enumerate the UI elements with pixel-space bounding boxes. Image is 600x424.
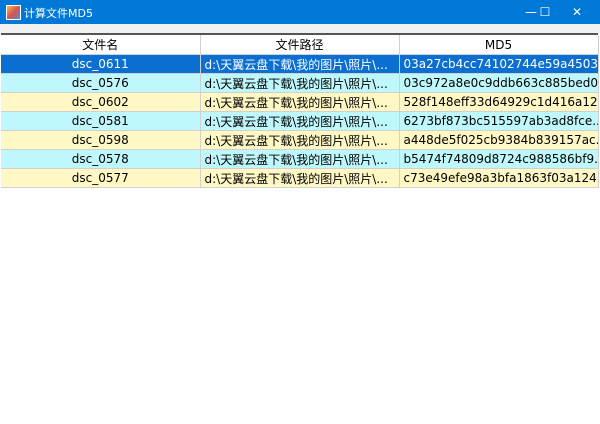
md5-cell[interactable]: 03c972a8e0c9ddb663c885bed0... <box>399 73 599 93</box>
file-path-cell[interactable]: d:\天翼云盘下载\我的图片\照片\... <box>200 149 400 169</box>
file-name-cell[interactable]: dsc_0577 <box>1 168 201 188</box>
md5-cell[interactable]: a448de5f025cb9384b839157ac... <box>399 130 599 150</box>
table-row[interactable]: dsc_0577 d:\天翼云盘下载\我的图片\照片\... c73e49efe98… <box>1 168 599 188</box>
maximize-button[interactable]: ☐ <box>539 5 551 19</box>
file-name-cell[interactable]: dsc_0581 <box>1 111 201 131</box>
file-path-cell[interactable]: d:\天翼云盘下载\我的图片\照片\... <box>200 168 400 188</box>
menu-strip <box>0 24 600 33</box>
column-header-path[interactable]: 文件路径 <box>200 35 400 55</box>
column-header-md5[interactable]: MD5 <box>399 35 599 55</box>
file-grid[interactable]: 文件名 文件路径 MD5 dsc_0611 d:\天翼云盘下载\我的图片\照片\.… <box>1 33 599 424</box>
file-path-cell[interactable]: d:\天翼云盘下载\我的图片\照片\... <box>200 73 400 93</box>
file-path-cell[interactable]: d:\天翼云盘下载\我的图片\照片\... <box>200 130 400 150</box>
file-path-cell[interactable]: d:\天翼云盘下载\我的图片\照片\... <box>200 92 400 112</box>
title-bar: 计算文件MD5 — ☐ ✕ <box>0 0 600 24</box>
file-path-cell[interactable]: d:\天翼云盘下载\我的图片\照片\... <box>200 111 400 131</box>
file-name-cell[interactable]: dsc_0598 <box>1 130 201 150</box>
table-row[interactable]: dsc_0576 d:\天翼云盘下载\我的图片\照片\... 03c972a8e0c… <box>1 73 599 93</box>
md5-cell[interactable]: 528f148eff33d64929c1d416a12... <box>399 92 599 112</box>
table-row[interactable]: dsc_0602 d:\天翼云盘下载\我的图片\照片\... 528f148eff3… <box>1 92 599 112</box>
file-name-cell[interactable]: dsc_0611 <box>1 54 201 74</box>
file-name-cell[interactable]: dsc_0576 <box>1 73 201 93</box>
file-name-cell[interactable]: dsc_0602 <box>1 92 201 112</box>
header-row: 文件名 文件路径 MD5 <box>1 35 599 55</box>
table-row[interactable]: dsc_0578 d:\天翼云盘下载\我的图片\照片\... b5474f74809… <box>1 149 599 169</box>
md5-cell[interactable]: c73e49efe98a3bfa1863f03a124... <box>399 168 599 188</box>
minimize-button[interactable]: — <box>525 5 537 19</box>
md5-cell[interactable]: b5474f74809d8724c988586bf9... <box>399 149 599 169</box>
file-path-cell[interactable]: d:\天翼云盘下载\我的图片\照片\... <box>200 54 400 74</box>
app-icon <box>6 5 21 20</box>
md5-cell[interactable]: 6273bf873bc515597ab3ad8fce... <box>399 111 599 131</box>
file-name-cell[interactable]: dsc_0578 <box>1 149 201 169</box>
table-row[interactable]: dsc_0581 d:\天翼云盘下载\我的图片\照片\... 6273bf873bc… <box>1 111 599 131</box>
window-title: 计算文件MD5 <box>24 7 93 20</box>
table-row[interactable]: dsc_0611 d:\天翼云盘下载\我的图片\照片\... 03a27cb4cc7… <box>1 54 599 74</box>
table-row[interactable]: dsc_0598 d:\天翼云盘下载\我的图片\照片\... a448de5f025… <box>1 130 599 150</box>
column-header-name[interactable]: 文件名 <box>1 35 201 55</box>
close-button[interactable]: ✕ <box>571 5 583 19</box>
md5-cell[interactable]: 03a27cb4cc74102744e59a4503... <box>399 54 599 74</box>
